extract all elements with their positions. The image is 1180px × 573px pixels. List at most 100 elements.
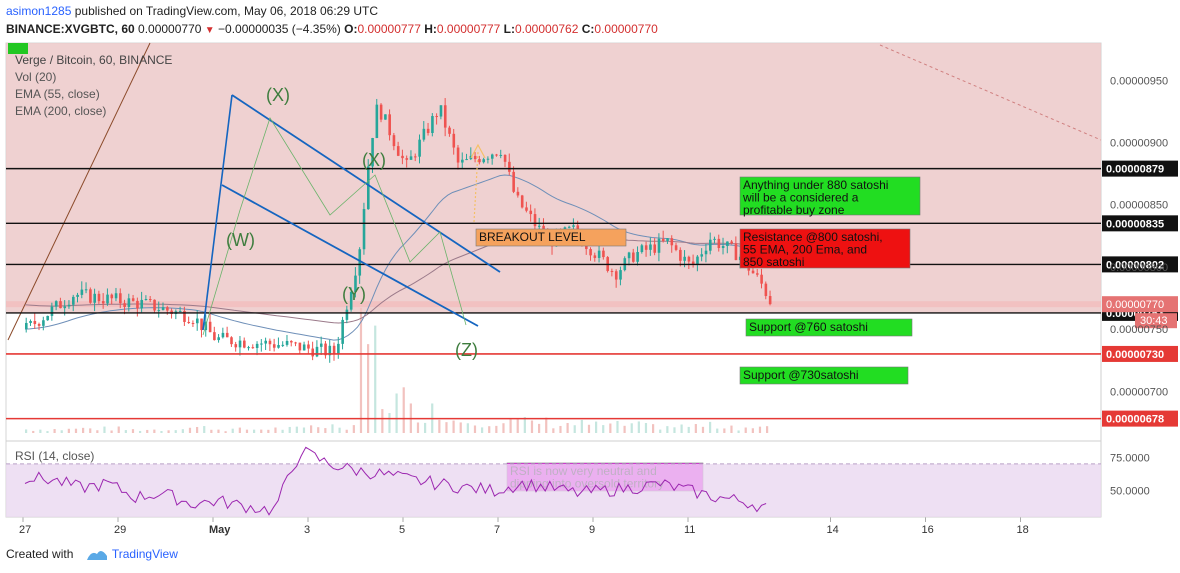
annotation-text: Support @730satoshi	[743, 368, 859, 382]
candle-body	[452, 133, 456, 148]
volume-bar	[224, 431, 227, 433]
candle-body	[307, 344, 310, 349]
volume-bar	[730, 425, 733, 433]
candle-body	[396, 146, 400, 156]
candle-body	[33, 320, 37, 325]
last-price-band	[6, 301, 1101, 308]
legend-ema55[interactable]: EMA (55, close)	[15, 87, 100, 101]
annotation-text: BREAKOUT LEVEL	[479, 230, 586, 244]
candle-body	[272, 344, 276, 348]
candle-body	[54, 301, 58, 307]
candle-body	[144, 299, 148, 301]
candle-body	[114, 293, 118, 299]
volume-bar	[388, 413, 391, 433]
candle-body	[418, 139, 421, 157]
volume-bar	[210, 429, 213, 433]
wave-label: (Y)	[342, 284, 366, 304]
candle-body	[644, 245, 648, 250]
annotation-text: Anything under 880 satoshi	[743, 178, 888, 192]
candle-body	[572, 225, 575, 227]
candle-body	[123, 303, 126, 307]
volume-bar	[744, 427, 747, 433]
candle-body	[730, 241, 733, 244]
candle-body	[726, 241, 729, 246]
y-tick-label: 0.00000750	[1110, 324, 1168, 336]
candle-body	[653, 244, 657, 253]
wave-label: (W)	[226, 230, 255, 250]
volume-bar	[281, 429, 284, 433]
candle-body	[461, 159, 464, 163]
candle-body	[298, 342, 302, 351]
candle-body	[456, 147, 460, 163]
volume-bar	[644, 422, 648, 433]
candle-body	[512, 171, 515, 192]
volume-bar	[566, 422, 569, 433]
volume-bar	[295, 426, 298, 433]
volume-bar	[445, 422, 448, 433]
candle-body	[503, 154, 507, 162]
candle-body	[260, 343, 263, 345]
rising-trendline	[7, 42, 151, 341]
volume-bar	[324, 428, 327, 433]
candle-body	[311, 348, 315, 357]
volume-bar	[345, 429, 348, 433]
volume-bar	[288, 426, 291, 433]
legend-rsi[interactable]: RSI (14, close)	[15, 449, 95, 463]
candle-body	[405, 158, 409, 160]
candle-body	[392, 135, 396, 147]
candle-body	[67, 304, 71, 307]
candle-body	[153, 299, 156, 311]
candle-body	[225, 332, 229, 338]
volume-bar	[687, 426, 690, 433]
candle-body	[234, 344, 238, 348]
x-tick-label: 14	[827, 524, 839, 536]
publish-line: asimon1285 published on TradingView.com,…	[6, 4, 378, 18]
candle-body	[178, 310, 182, 312]
candle-body	[465, 159, 468, 161]
candle-body	[687, 256, 691, 262]
volume-bar	[595, 421, 598, 433]
author-link[interactable]: asimon1285	[6, 4, 72, 18]
price-level-tag	[1102, 410, 1178, 427]
volume-bar	[196, 426, 199, 433]
x-tick-label: 3	[304, 524, 310, 536]
annotation-text: Support @760 satoshi	[749, 320, 868, 334]
channel-lower-line	[221, 184, 479, 327]
x-tick-label: 27	[19, 524, 31, 536]
legend-volume[interactable]: Vol (20)	[15, 70, 57, 84]
price-level-label: 0.00000730	[1106, 349, 1164, 361]
price-level-tag	[1102, 215, 1178, 232]
candle-body	[751, 270, 755, 274]
x-tick-label: 29	[114, 524, 126, 536]
x-tick-label: May	[209, 524, 231, 536]
ema55-line	[24, 174, 771, 341]
candle-body	[93, 293, 96, 303]
legend-ema200[interactable]: EMA (200, close)	[15, 104, 107, 118]
volume-bar	[466, 423, 469, 433]
volume-bar	[402, 387, 405, 433]
annotation-box	[739, 176, 921, 216]
impulse-line	[202, 94, 233, 331]
volume-bar	[416, 422, 420, 433]
x-tick-label: 9	[589, 524, 595, 536]
candle-body	[482, 159, 486, 163]
candle-body	[140, 299, 144, 309]
candle-body	[29, 320, 32, 323]
candle-body	[486, 158, 490, 160]
candle-body	[371, 138, 374, 167]
y-tick-label: 0.00000900	[1110, 138, 1168, 150]
volume-bar	[82, 427, 85, 433]
volume-bar	[302, 427, 306, 433]
high-value: 0.00000777	[436, 22, 501, 36]
candle-body	[285, 341, 289, 345]
y-tick-label: 0.00000950	[1110, 75, 1168, 87]
volume-bar	[217, 429, 220, 433]
tradingview-brand-link[interactable]: TradingView	[111, 547, 178, 561]
candle-body	[302, 344, 306, 351]
annotation-text: profitable buy zone	[743, 203, 845, 217]
wave-label: (X)	[362, 150, 386, 170]
candle-body	[46, 315, 49, 321]
rsi-range-band	[6, 463, 1101, 517]
volume-bar	[331, 424, 334, 433]
